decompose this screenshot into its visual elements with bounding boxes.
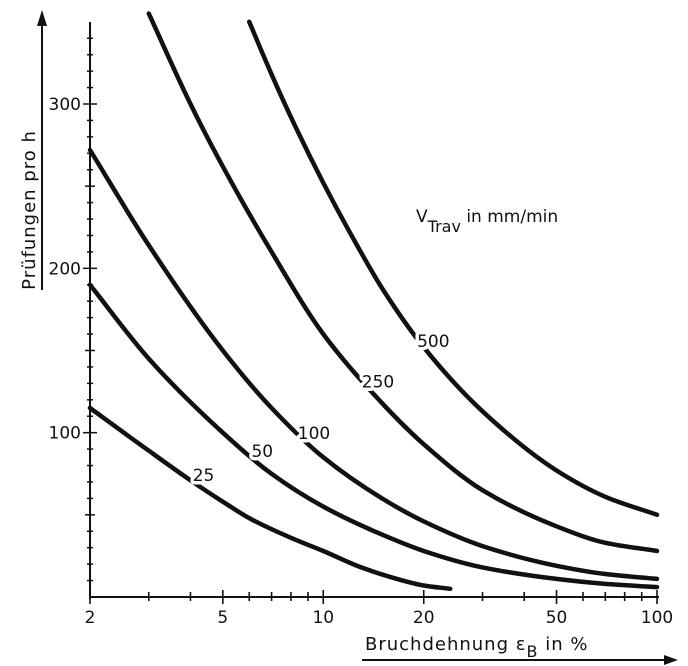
x-tick-label: 20 — [413, 608, 435, 628]
x-axis-arrow-head — [664, 655, 678, 665]
x-tick-label: 2 — [85, 608, 96, 628]
series-label-250: 250 — [362, 372, 394, 392]
series-line-25 — [87, 405, 453, 592]
axes — [89, 22, 659, 599]
legend-title-suffix: in mm/min — [461, 207, 558, 227]
legend-title-main: V — [416, 207, 428, 227]
y-tick-label: 100 — [49, 424, 81, 444]
x-axis-title-suffix: in % — [538, 634, 588, 655]
series-label-100: 100 — [298, 424, 330, 444]
series-lines — [87, 11, 660, 592]
legend-title: VTrav in mm/min — [416, 207, 558, 236]
series-labels: 25 50 100 250 500 — [189, 329, 453, 490]
series-label-500: 500 — [417, 332, 449, 352]
series-line-50 — [87, 282, 660, 590]
x-axis-title: Bruchdehnung εB in % — [365, 634, 588, 661]
series-line-100 — [87, 147, 660, 582]
x-tick-label: 5 — [217, 608, 228, 628]
y-axis-arrow-head — [37, 10, 47, 26]
legend-title-subscript: Trav — [427, 217, 461, 236]
y-tick-label: 300 — [49, 95, 81, 115]
x-tick-label: 50 — [546, 608, 568, 628]
series-line-500 — [246, 19, 660, 518]
x-axis-title-subscript: B — [526, 642, 538, 661]
series-line-250 — [146, 11, 660, 554]
x-tick-label: 10 — [312, 608, 334, 628]
series-label-25: 25 — [193, 466, 215, 486]
x-axis-ticks: 2 5 10 20 50 100 — [85, 590, 673, 628]
series-label-50: 50 — [251, 442, 273, 462]
y-axis-title: Prüfungen pro h — [19, 130, 40, 290]
x-axis-title-main: Bruchdehnung ε — [365, 634, 526, 655]
x-tick-label: 100 — [641, 608, 673, 628]
y-tick-label: 200 — [49, 259, 81, 279]
